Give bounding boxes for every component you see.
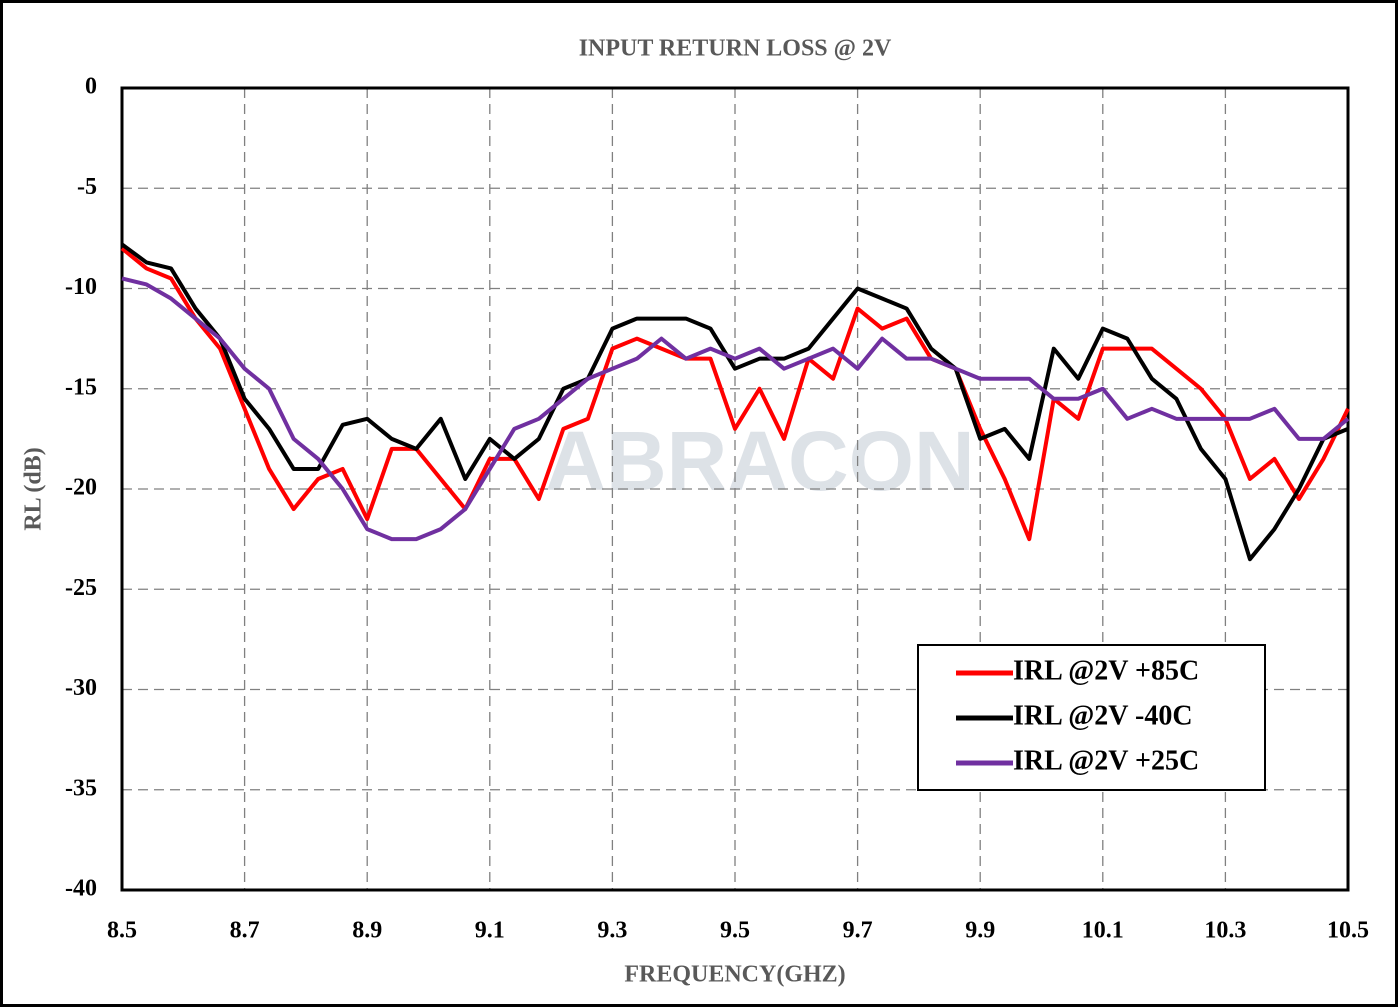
series-line — [121, 276, 1350, 542]
watermark: ABRACON — [545, 414, 974, 508]
y-axis-label: RL (dB) — [21, 447, 47, 530]
x-tick-label: 8.5 — [107, 918, 137, 944]
legend-label: IRL @2V +25C — [1013, 745, 1199, 776]
y-tick-label: -25 — [65, 575, 97, 601]
y-tick-label: 0 — [85, 74, 97, 100]
series-line — [120, 242, 1349, 562]
y-tick-label: -10 — [65, 274, 97, 300]
y-tick-label: -40 — [65, 876, 97, 902]
legend-label: IRL @2V -40C — [1013, 700, 1193, 731]
x-tick-label: 9.9 — [965, 918, 995, 944]
plot-frame — [120, 86, 1350, 892]
x-axis-label: FREQUENCY(GHZ) — [624, 962, 845, 988]
legend-label: IRL @2V +85C — [1013, 655, 1199, 686]
x-tick-label: 10.3 — [1204, 918, 1246, 944]
x-tick-label: 9.5 — [720, 918, 750, 944]
x-tick-label: 10.5 — [1327, 918, 1369, 944]
chart-title: INPUT RETURN LOSS @ 2V — [579, 36, 892, 62]
y-tick-label: -30 — [65, 675, 97, 701]
series-line — [120, 246, 1350, 542]
x-tick-label: 10.1 — [1082, 918, 1124, 944]
y-tick-label: -5 — [77, 174, 97, 200]
y-tick-label: -20 — [65, 475, 97, 501]
x-tick-label: 9.7 — [843, 918, 873, 944]
y-tick-label: -15 — [65, 374, 97, 400]
y-tick-label: -35 — [65, 775, 97, 801]
x-tick-label: 8.9 — [352, 918, 382, 944]
x-tick-label: 9.1 — [475, 918, 505, 944]
x-tick-label: 9.3 — [597, 918, 627, 944]
x-tick-label: 8.7 — [230, 918, 260, 944]
